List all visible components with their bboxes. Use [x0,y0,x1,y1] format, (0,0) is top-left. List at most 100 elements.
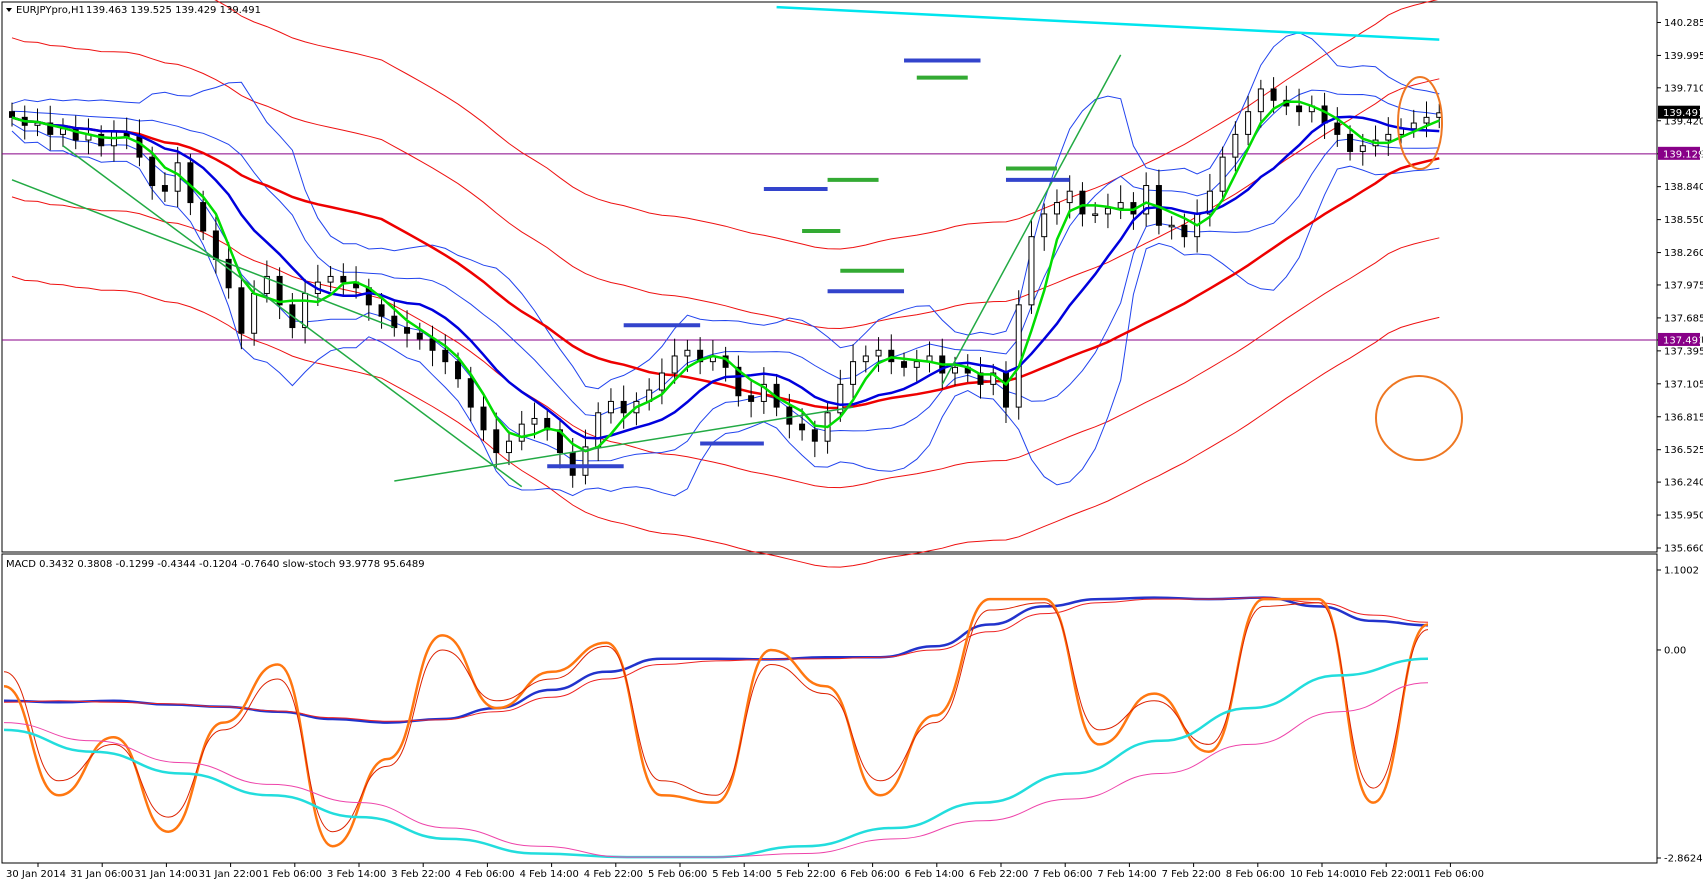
candle-bear[interactable] [225,258,232,289]
candle-bear[interactable] [442,349,449,363]
candle-bull[interactable] [1423,116,1430,124]
candle-bear[interactable] [811,429,818,442]
candle-bear[interactable] [136,136,143,158]
candle-bear[interactable] [429,338,436,351]
candle-bull[interactable] [658,372,665,391]
candle-bull[interactable] [1015,304,1022,408]
candle-bear[interactable] [697,349,704,363]
price-tick-label: 140.285 [1664,18,1703,29]
candle-bear[interactable] [493,429,500,454]
indicator-tick-label: 0.00 [1664,645,1686,656]
candle-bull[interactable] [1206,190,1213,215]
candle-bull[interactable] [671,355,678,374]
candle-bull[interactable] [505,440,512,454]
candle-bull[interactable] [1359,145,1366,152]
trendline[interactable] [62,145,523,488]
chart-menu-triangle-icon[interactable] [6,8,12,12]
candle-bear[interactable] [1079,190,1086,215]
candle-bear[interactable] [404,327,411,334]
candle-bull[interactable] [1385,133,1392,141]
candle-bull[interactable] [582,446,589,476]
candle-bull[interactable] [875,349,882,357]
trendline[interactable] [941,54,1122,385]
candle-bull[interactable] [1410,122,1417,130]
candle-bull[interactable] [1143,185,1150,215]
candle-bull[interactable] [760,383,767,402]
candle-bear[interactable] [799,423,806,431]
candle-bear[interactable] [161,185,168,192]
candle-bull[interactable] [1245,111,1252,135]
candle-bear[interactable] [238,287,245,334]
candle-bear[interactable] [1334,122,1341,135]
candle-bear[interactable] [149,156,156,187]
envelope-upper-outer-line [214,0,1439,250]
candle-bear[interactable] [1321,105,1328,124]
candle-bear[interactable] [1347,133,1354,152]
candle-bull[interactable] [1232,133,1239,158]
time-tick-label: 6 Feb 06:00 [841,869,900,880]
candle-bull[interactable] [1053,202,1060,215]
candle-bear[interactable] [47,122,54,135]
candle-bear[interactable] [735,366,742,397]
candle-bull[interactable] [1028,236,1035,306]
candle-bull[interactable] [1104,207,1111,215]
candle-bull[interactable] [327,275,334,283]
current-price-tag [1658,105,1700,119]
candle-bear[interactable] [416,332,423,340]
candle-bull[interactable] [952,366,959,374]
indicator-pane[interactable] [1,553,1658,864]
candle-bear[interactable] [544,417,551,431]
candle-bear[interactable] [1270,88,1277,101]
candle-bear[interactable] [1181,224,1188,238]
candle-bull[interactable] [518,423,525,442]
trendline[interactable] [394,406,854,482]
candle-bear[interactable] [1002,372,1009,408]
candle-bear[interactable] [556,429,563,454]
candle-bear[interactable] [748,395,755,402]
candle-bear[interactable] [455,361,462,380]
candle-bear[interactable] [340,275,347,283]
candle-bull[interactable] [263,275,270,294]
candle-bull[interactable] [531,417,538,425]
annotation-ellipse[interactable] [1397,76,1443,170]
candle-bull[interactable] [595,412,602,448]
candle-bull[interactable] [1041,213,1048,238]
candle-bear[interactable] [620,400,627,414]
candle-bear[interactable] [786,406,793,425]
candle-bear[interactable] [276,275,283,306]
price-tick-label: 137.685 [1664,313,1703,324]
candle-bear[interactable] [467,378,474,408]
candle-bear[interactable] [98,133,105,147]
candle-bear[interactable] [901,361,908,368]
candle-bull[interactable] [251,292,258,334]
candle-bull[interactable] [862,355,869,363]
candle-bull[interactable] [990,372,997,385]
candle-bear[interactable] [200,202,207,232]
stoch-main-line [3,597,1429,848]
price-layer [2,0,1657,568]
price-tick-label: 139.995 [1664,51,1703,62]
candle-bull[interactable] [1066,190,1073,204]
candle-bear[interactable] [212,230,219,260]
candle-bull[interactable] [1168,224,1175,228]
candle-bull[interactable] [302,292,309,329]
candle-bull[interactable] [684,349,691,357]
candle-bear[interactable] [1296,105,1303,113]
candle-bull[interactable] [1257,88,1264,113]
trendline[interactable] [11,179,395,329]
candle-bull[interactable] [607,400,614,414]
candle-bear[interactable] [480,406,487,431]
candle-bull[interactable] [1117,202,1124,209]
candle-bull[interactable] [850,361,857,385]
candle-bull[interactable] [913,361,920,368]
candle-bear[interactable] [391,315,398,329]
candle-bear[interactable] [888,349,895,363]
annotation-circle[interactable] [1375,375,1463,461]
candle-bull[interactable] [1092,213,1099,216]
candle-bear[interactable] [9,111,15,118]
candle-bear[interactable] [569,452,576,476]
candle-bull[interactable] [1219,156,1226,192]
candle-bear[interactable] [378,304,385,317]
candle-bull[interactable] [837,383,844,414]
